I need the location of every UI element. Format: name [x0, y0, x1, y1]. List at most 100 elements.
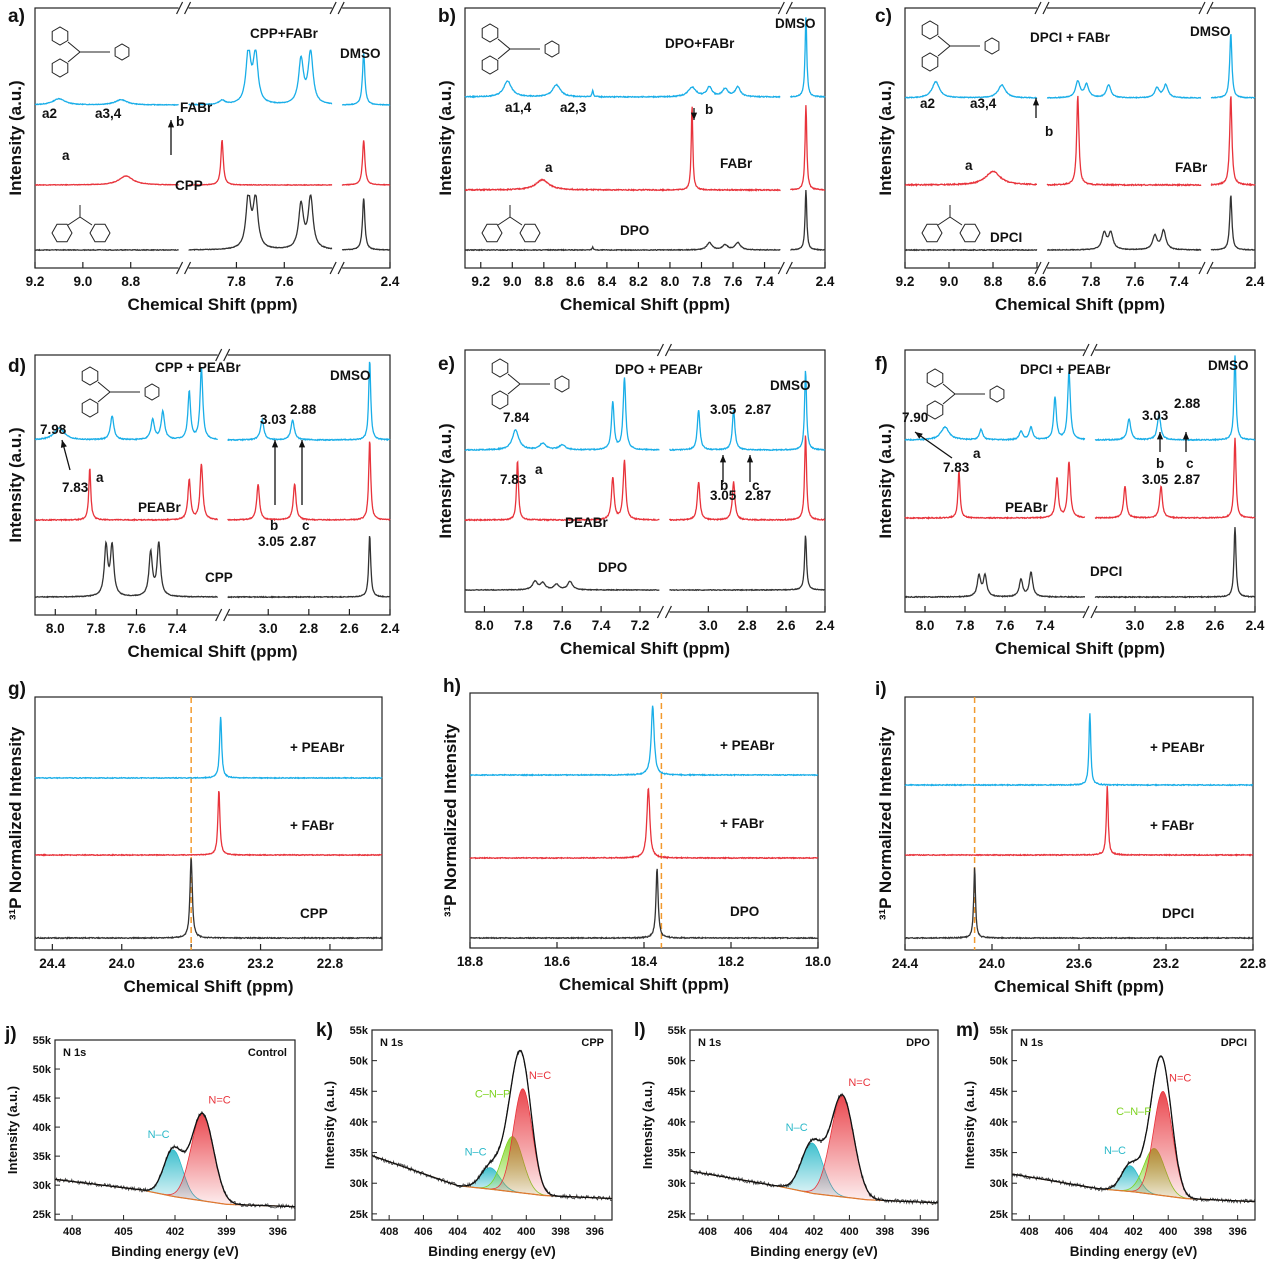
axis-break-top — [1085, 347, 1095, 353]
spectrum-blue-d — [34, 367, 218, 442]
series-label: DPO+FABr — [665, 36, 735, 51]
x-tick-label: 402 — [166, 1226, 184, 1238]
x-tick-label: 8.8 — [534, 274, 553, 289]
spectrum-red-f — [1094, 437, 1256, 520]
axis-break-bottom — [1201, 265, 1211, 271]
arrow-head — [746, 455, 754, 463]
spectrum-black-c — [1047, 228, 1202, 252]
x-axis-label: Chemical Shift (ppm) — [123, 977, 293, 996]
axis-break-top — [217, 352, 228, 358]
peak-label: DMSO — [1190, 24, 1231, 39]
spectrum-black-c — [1210, 195, 1256, 251]
x-tick-label: 396 — [911, 1226, 929, 1238]
x-tick-label: 7.4 — [755, 274, 774, 289]
y-axis-label: ³¹P Normalized Intensity — [6, 726, 25, 920]
panel-label-f: f) — [875, 354, 888, 375]
x-tick-label: 404 — [769, 1226, 788, 1238]
y-tick-label: 25k — [350, 1209, 369, 1221]
y-tick-label: 30k — [668, 1178, 687, 1190]
component-label: N–C — [465, 1147, 487, 1159]
x-tick-label: 2.4 — [816, 274, 835, 289]
plot-frame-f — [904, 349, 1256, 613]
x-tick-label: 8.4 — [598, 274, 617, 289]
spectrum-red-g — [35, 791, 383, 857]
benzene-ring-icon — [989, 385, 1005, 403]
benzene-ring-icon — [51, 223, 73, 243]
x-tick-label: 408 — [1020, 1226, 1038, 1238]
peak-label: 7.83 — [500, 472, 527, 487]
component-label: N–C — [148, 1129, 170, 1141]
axis-break-mark — [215, 348, 223, 362]
y-tick-label: 25k — [33, 1209, 52, 1221]
axis-break-mark — [1042, 261, 1050, 275]
y-axis-label: Intensity (a.u.) — [876, 423, 895, 538]
x-tick-label: 24.4 — [892, 956, 919, 971]
x-axis-label: Chemical Shift (ppm) — [560, 295, 730, 314]
spectrum-red-d — [34, 463, 219, 522]
molecule-structure-icon — [491, 358, 570, 410]
x-tick-label: 7.6 — [127, 621, 146, 636]
x-tick-label: 23.6 — [1066, 956, 1093, 971]
axis-break-top — [659, 347, 670, 353]
panel-label-c: c) — [875, 6, 892, 27]
x-tick-label: 8.6 — [1028, 274, 1047, 289]
axis-break-mark — [176, 1, 184, 15]
spectrum-blue-e — [464, 377, 660, 452]
axis-break-mark — [1198, 1, 1206, 15]
arrow-head — [1182, 432, 1190, 440]
peak-label: a1,4 — [505, 100, 532, 115]
panel-label-b: b) — [438, 6, 456, 27]
y-tick-label: 55k — [33, 1035, 52, 1047]
peak-label: DMSO — [340, 46, 381, 61]
series-label: + FABr — [290, 818, 335, 833]
panel-label-i: i) — [875, 679, 887, 700]
benzene-ring-icon — [144, 383, 160, 401]
peak-label: b — [176, 114, 184, 129]
axis-break-mark — [184, 261, 192, 275]
x-tick-label: 7.6 — [553, 618, 572, 633]
spectrum-black-a — [341, 198, 391, 251]
series-label: DPO — [730, 904, 759, 919]
x-tick-label: 3.0 — [699, 618, 718, 633]
axis-break-mark — [337, 261, 345, 275]
spectrum-black-b — [790, 189, 826, 252]
x-tick-label: 9.0 — [73, 274, 92, 289]
component-label: N–C — [1104, 1145, 1126, 1157]
axis-break-mark — [329, 261, 337, 275]
peak-label: c — [752, 478, 760, 493]
component-label: N–C — [786, 1122, 808, 1134]
benzene-ring-icon — [481, 23, 499, 43]
peak-label: DMSO — [770, 378, 811, 393]
axis-break-mark — [1198, 261, 1206, 275]
y-tick-label: 30k — [350, 1178, 369, 1190]
y-axis-label: Intensity (a.u.) — [6, 427, 25, 542]
axis-break-mark — [1082, 605, 1090, 619]
x-tick-label: 404 — [449, 1226, 468, 1238]
x-tick-label: 8.0 — [916, 618, 935, 633]
benzene-ring-icon — [491, 358, 509, 378]
spectrum-black-b — [464, 241, 781, 252]
peak-label: a2 — [920, 96, 935, 111]
x-tick-label: 396 — [586, 1226, 604, 1238]
x-tick-label: 2.4 — [816, 618, 835, 633]
bond-icon — [942, 383, 956, 395]
x-tick-label: 8.2 — [629, 274, 648, 289]
axis-break-top — [332, 5, 343, 11]
axis-break-mark — [184, 1, 192, 15]
sample-label: Control — [248, 1047, 287, 1059]
peak-label: b — [720, 478, 728, 493]
series-label: PEABr — [1005, 500, 1049, 515]
peak-label: 2.88 — [1174, 396, 1201, 411]
panel-label-m: m) — [956, 1020, 979, 1041]
axis-break-mark — [223, 348, 231, 362]
plot-frame-i — [904, 696, 1254, 951]
bond-icon — [509, 216, 523, 226]
series-label: DPCI — [1162, 906, 1194, 921]
x-tick-label: 8.0 — [46, 621, 65, 636]
spectrum-red-e — [668, 435, 826, 522]
x-tick-label: 402 — [805, 1226, 823, 1238]
spectrum-black-a — [188, 194, 333, 251]
component-label: N=C — [1169, 1072, 1191, 1084]
plot-frame-d — [34, 354, 391, 616]
y-axis-label: ³¹P Normalized Intensity — [441, 723, 460, 917]
